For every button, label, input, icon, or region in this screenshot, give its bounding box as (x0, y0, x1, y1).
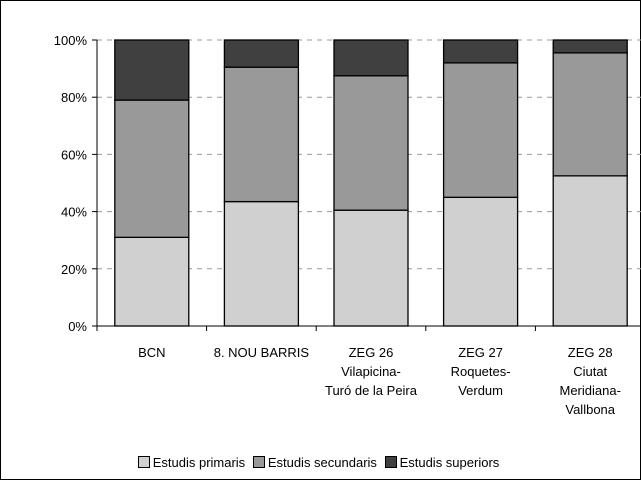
bar-segment-secundaris (552, 52, 628, 177)
x-tick-label: Verdum (458, 383, 503, 398)
bar-segment-primaris (333, 209, 409, 327)
y-tick-label: 100% (54, 33, 88, 48)
bar-segment-superiors (552, 39, 628, 54)
legend-item-primaris: Estudis primaris (137, 455, 246, 470)
y-tick-label: 20% (61, 262, 87, 277)
legend-item-superiors: Estudis superiors (384, 455, 500, 470)
legend-item-secundaris: Estudis secundaris (252, 455, 377, 470)
bar-segment-primaris (223, 200, 300, 327)
y-tick-label: 40% (61, 205, 87, 220)
x-tick-label: ZEG 27 (458, 345, 503, 360)
bar-segment-superiors (333, 39, 409, 77)
x-tick-label: BCN (138, 345, 165, 360)
bar-segment-secundaris (223, 66, 300, 203)
y-tick-label: 60% (61, 147, 87, 162)
bar-segment-secundaris (114, 99, 190, 238)
legend-label-secundaris: Estudis secundaris (267, 455, 377, 470)
x-tick-label: Vilapicina- (341, 364, 401, 379)
legend-label-primaris: Estudis primaris (152, 455, 246, 470)
bar-segment-superiors (223, 39, 300, 68)
bar-segment-superiors (114, 39, 190, 101)
bars (114, 39, 628, 327)
tick-labels: 0% 20% 40% 60% 80% 100% BCN 8. NOU BARRIS ZEG 26… (54, 33, 621, 417)
legend-swatch-secundaris (252, 456, 265, 468)
bar-segment-primaris (552, 175, 628, 327)
legend-swatch-primaris (137, 456, 150, 468)
legend: Estudis primaris Estudis secundaris Estu… (0, 455, 641, 470)
x-tick-label: Meridiana- (559, 383, 620, 398)
x-tick-label: Turó de la Peira (325, 383, 418, 398)
bar-segment-primaris (114, 236, 190, 327)
bar-segment-secundaris (333, 75, 409, 211)
y-tick-label: 80% (61, 90, 87, 105)
x-tick-label: Roquetes- (451, 364, 511, 379)
x-tick-label: ZEG 26 (349, 345, 394, 360)
x-tick-label: Vallbona (565, 402, 615, 417)
legend-label-superiors: Estudis superiors (399, 455, 500, 470)
legend-swatch-superiors (384, 456, 397, 468)
x-tick-label: 8. NOU BARRIS (214, 345, 310, 360)
bar-segment-superiors (442, 39, 519, 64)
x-tick-label: Ciutat (573, 364, 607, 379)
y-tick-label: 0% (68, 319, 87, 334)
x-tick-label: ZEG 28 (568, 345, 613, 360)
bar-segment-primaris (442, 196, 519, 327)
axes (92, 39, 641, 331)
bar-segment-secundaris (442, 62, 519, 198)
